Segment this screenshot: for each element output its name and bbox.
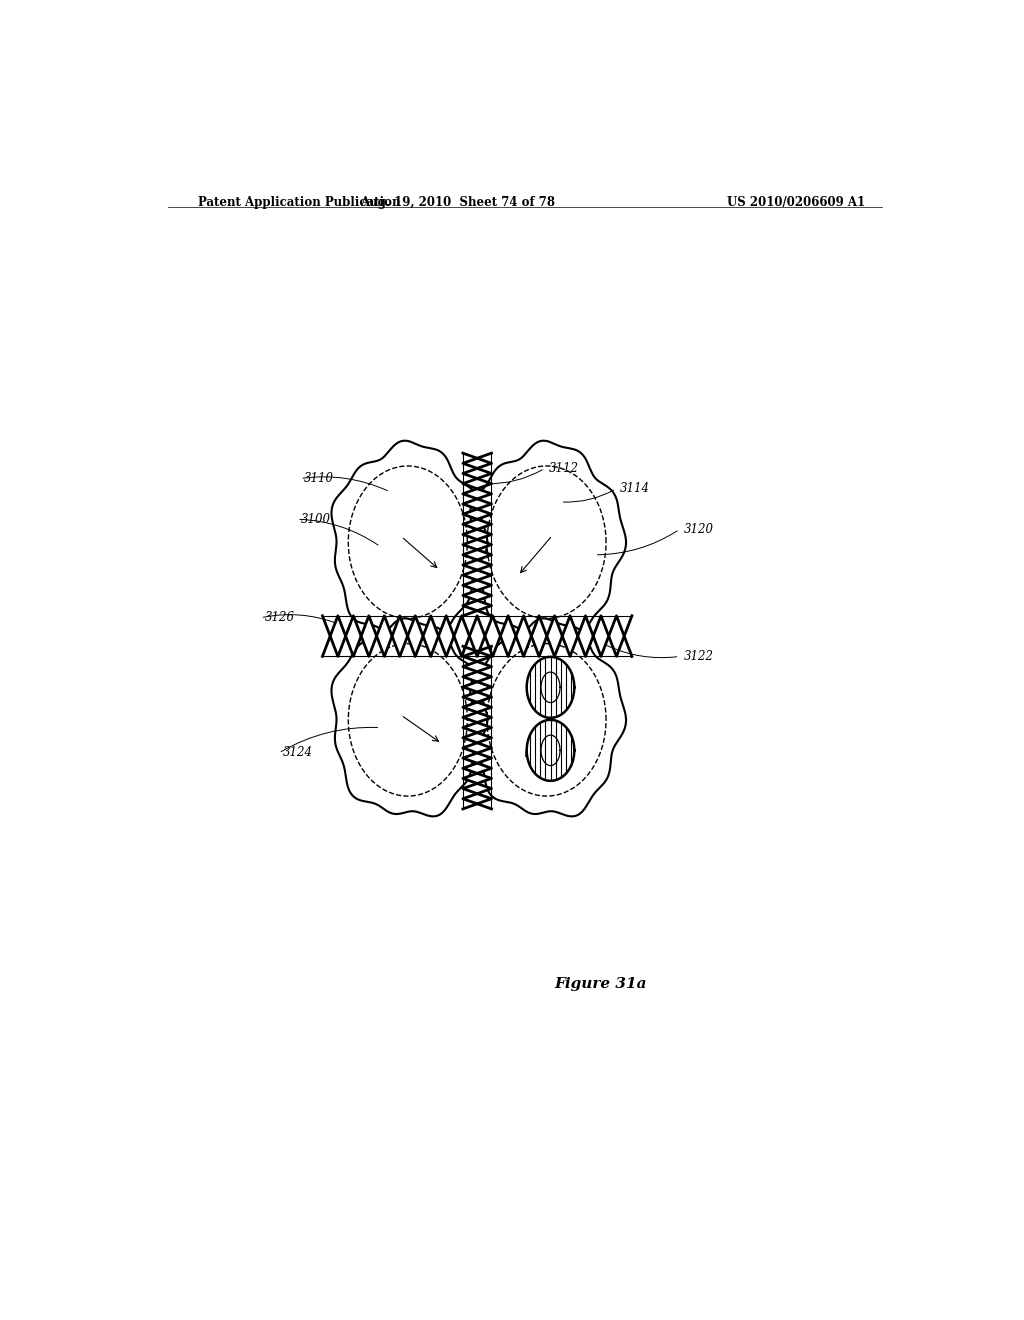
Polygon shape	[463, 647, 492, 809]
Text: 3120: 3120	[684, 523, 714, 536]
Text: 3122: 3122	[684, 649, 714, 663]
Polygon shape	[463, 453, 492, 615]
Polygon shape	[526, 657, 574, 718]
Text: US 2010/0206609 A1: US 2010/0206609 A1	[727, 195, 865, 209]
Text: Aug. 19, 2010  Sheet 74 of 78: Aug. 19, 2010 Sheet 74 of 78	[359, 195, 555, 209]
Text: 3100: 3100	[301, 512, 331, 525]
Text: 3126: 3126	[264, 611, 295, 624]
Polygon shape	[526, 719, 574, 781]
Text: 3110: 3110	[304, 473, 334, 484]
Text: 3112: 3112	[549, 462, 579, 475]
Text: Patent Application Publication: Patent Application Publication	[198, 195, 400, 209]
Text: 3114: 3114	[620, 482, 650, 495]
Polygon shape	[323, 615, 632, 656]
Text: 3124: 3124	[283, 747, 312, 759]
Text: Figure 31a: Figure 31a	[554, 977, 646, 990]
